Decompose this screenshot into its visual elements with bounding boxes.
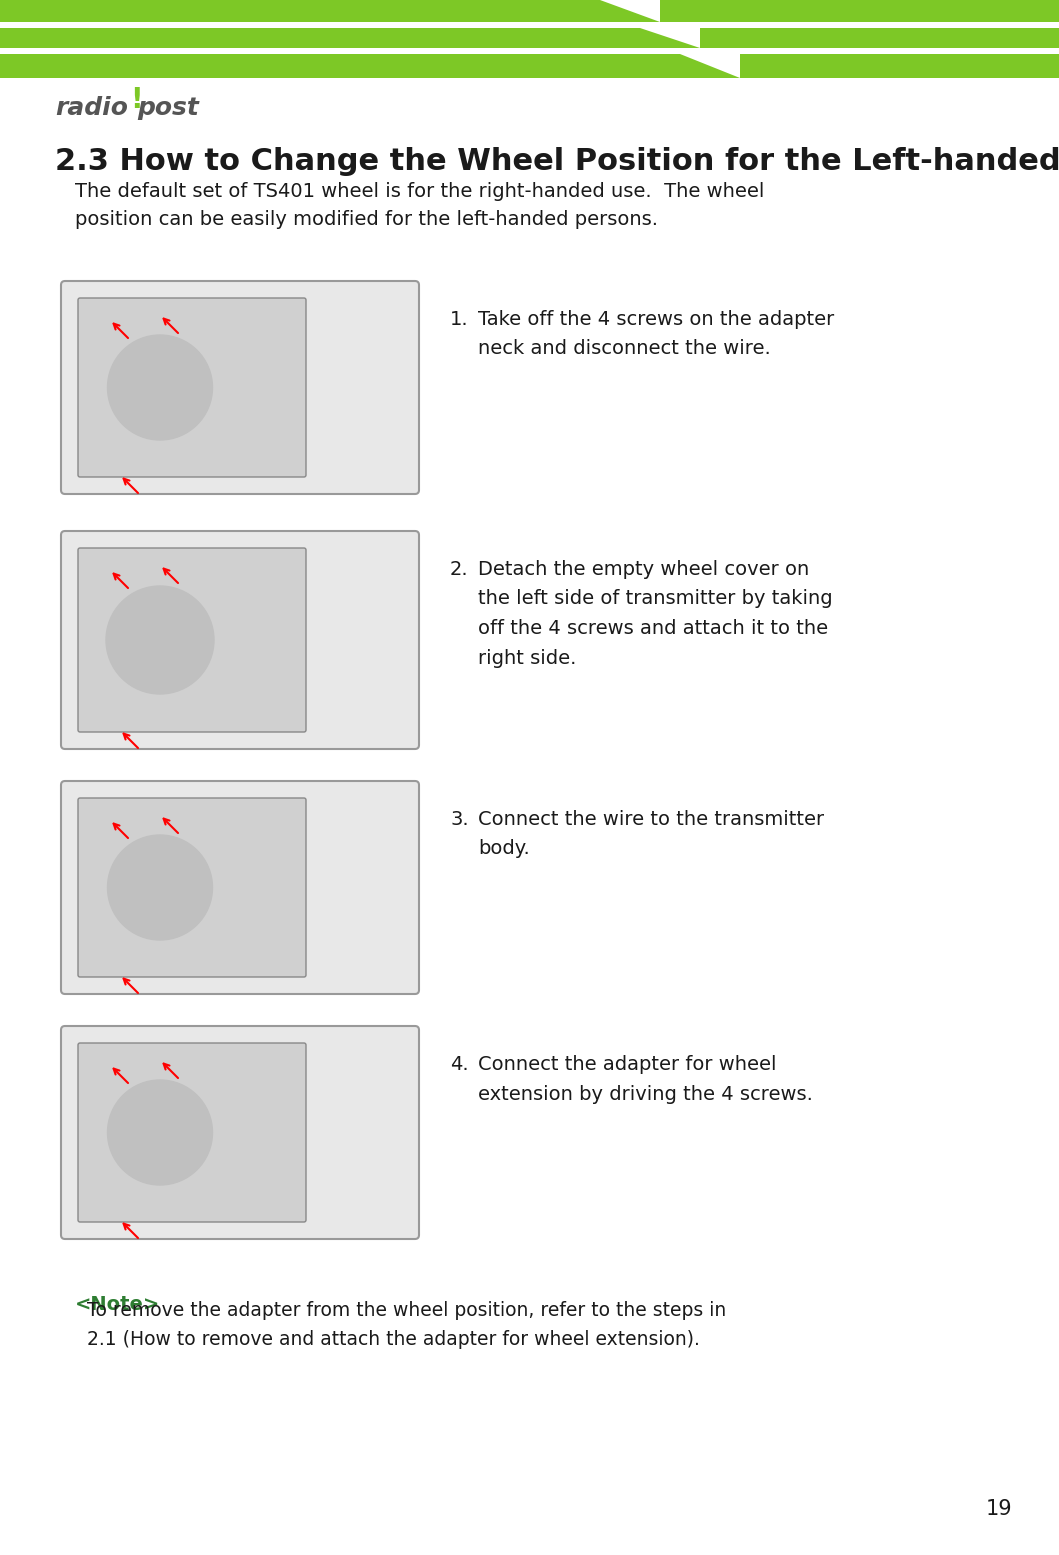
Circle shape xyxy=(108,835,213,941)
FancyBboxPatch shape xyxy=(78,798,306,977)
FancyBboxPatch shape xyxy=(61,781,419,994)
Text: Take off the 4 screws on the adapter
neck and disconnect the wire.: Take off the 4 screws on the adapter nec… xyxy=(478,309,834,359)
Text: <Note>: <Note> xyxy=(75,1295,160,1314)
Text: 19: 19 xyxy=(986,1499,1012,1519)
Text: Detach the empty wheel cover on
the left side of transmitter by taking
off the 4: Detach the empty wheel cover on the left… xyxy=(478,560,832,667)
Text: post: post xyxy=(137,96,199,120)
Text: 3.: 3. xyxy=(450,810,469,829)
Text: radio: radio xyxy=(55,96,128,120)
FancyBboxPatch shape xyxy=(78,299,306,477)
Polygon shape xyxy=(0,54,740,78)
Text: 2.3 How to Change the Wheel Position for the Left-handed Use: 2.3 How to Change the Wheel Position for… xyxy=(55,148,1059,176)
Text: Connect the wire to the transmitter
body.: Connect the wire to the transmitter body… xyxy=(478,810,824,858)
Polygon shape xyxy=(0,0,660,22)
FancyBboxPatch shape xyxy=(78,1043,306,1222)
Circle shape xyxy=(106,586,214,694)
Text: The default set of TS401 wheel is for the right-handed use.  The wheel
position : The default set of TS401 wheel is for th… xyxy=(75,182,765,229)
Polygon shape xyxy=(740,54,1059,78)
Polygon shape xyxy=(700,28,1059,48)
Text: 1.: 1. xyxy=(450,309,469,330)
Text: 4.: 4. xyxy=(450,1054,469,1075)
Circle shape xyxy=(108,1081,213,1185)
FancyBboxPatch shape xyxy=(61,1026,419,1239)
Polygon shape xyxy=(0,28,700,48)
Circle shape xyxy=(108,334,213,440)
Text: 2.: 2. xyxy=(450,560,469,578)
FancyBboxPatch shape xyxy=(61,530,419,750)
Polygon shape xyxy=(660,0,1059,22)
Text: Connect the adapter for wheel
extension by driving the 4 screws.: Connect the adapter for wheel extension … xyxy=(478,1054,813,1104)
Text: To remove the adapter from the wheel position, refer to the steps in
  2.1 (How : To remove the adapter from the wheel pos… xyxy=(75,1300,726,1350)
Text: !: ! xyxy=(130,86,143,114)
FancyBboxPatch shape xyxy=(61,281,419,494)
FancyBboxPatch shape xyxy=(78,547,306,732)
